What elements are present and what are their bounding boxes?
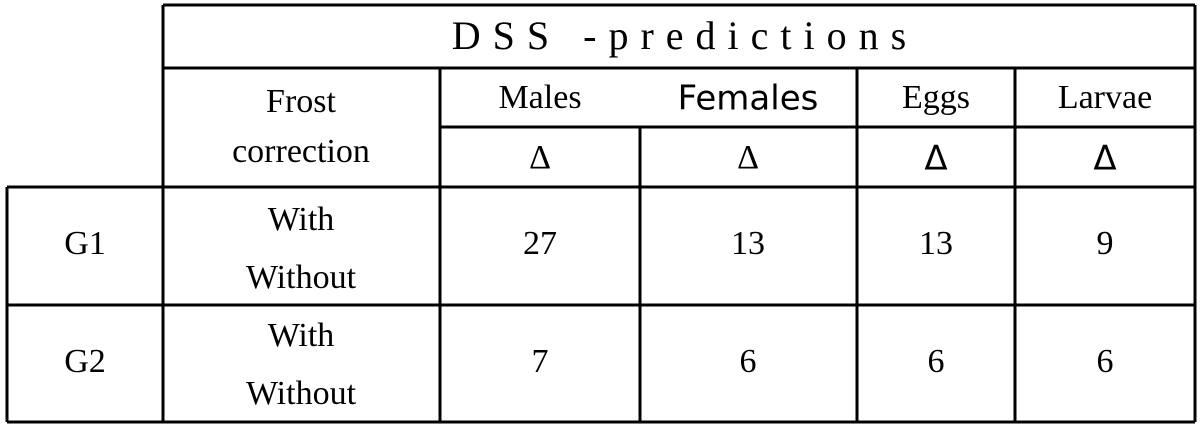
row-label: G2: [64, 343, 106, 380]
column-header: Males: [498, 79, 581, 116]
cell: 13: [919, 225, 953, 262]
cell: Without: [246, 259, 357, 296]
cell: 6: [1097, 343, 1114, 380]
row-label: G1: [64, 225, 106, 262]
table-title: DSS -predictions: [452, 13, 918, 58]
cell: With: [268, 201, 335, 238]
sub-header: Δ: [529, 139, 551, 176]
column-header: Eggs: [902, 79, 970, 116]
header-cell: Frost: [266, 83, 336, 120]
cell: 6: [928, 343, 945, 380]
sub-header: Δ: [1093, 139, 1116, 179]
sub-header: Δ: [737, 139, 759, 176]
column-header: Females: [678, 79, 819, 119]
cell: 7: [532, 343, 549, 380]
cell: 13: [731, 225, 765, 262]
column-header: Larvae: [1058, 79, 1152, 116]
cell: 27: [523, 225, 557, 262]
cell: Without: [246, 375, 357, 412]
sub-header: Δ: [924, 139, 947, 179]
cell: 9: [1097, 225, 1114, 262]
header-cell: correction: [232, 133, 370, 170]
table-borders: [5, 3, 1197, 424]
cell: 6: [740, 343, 757, 380]
cell: With: [268, 317, 335, 354]
